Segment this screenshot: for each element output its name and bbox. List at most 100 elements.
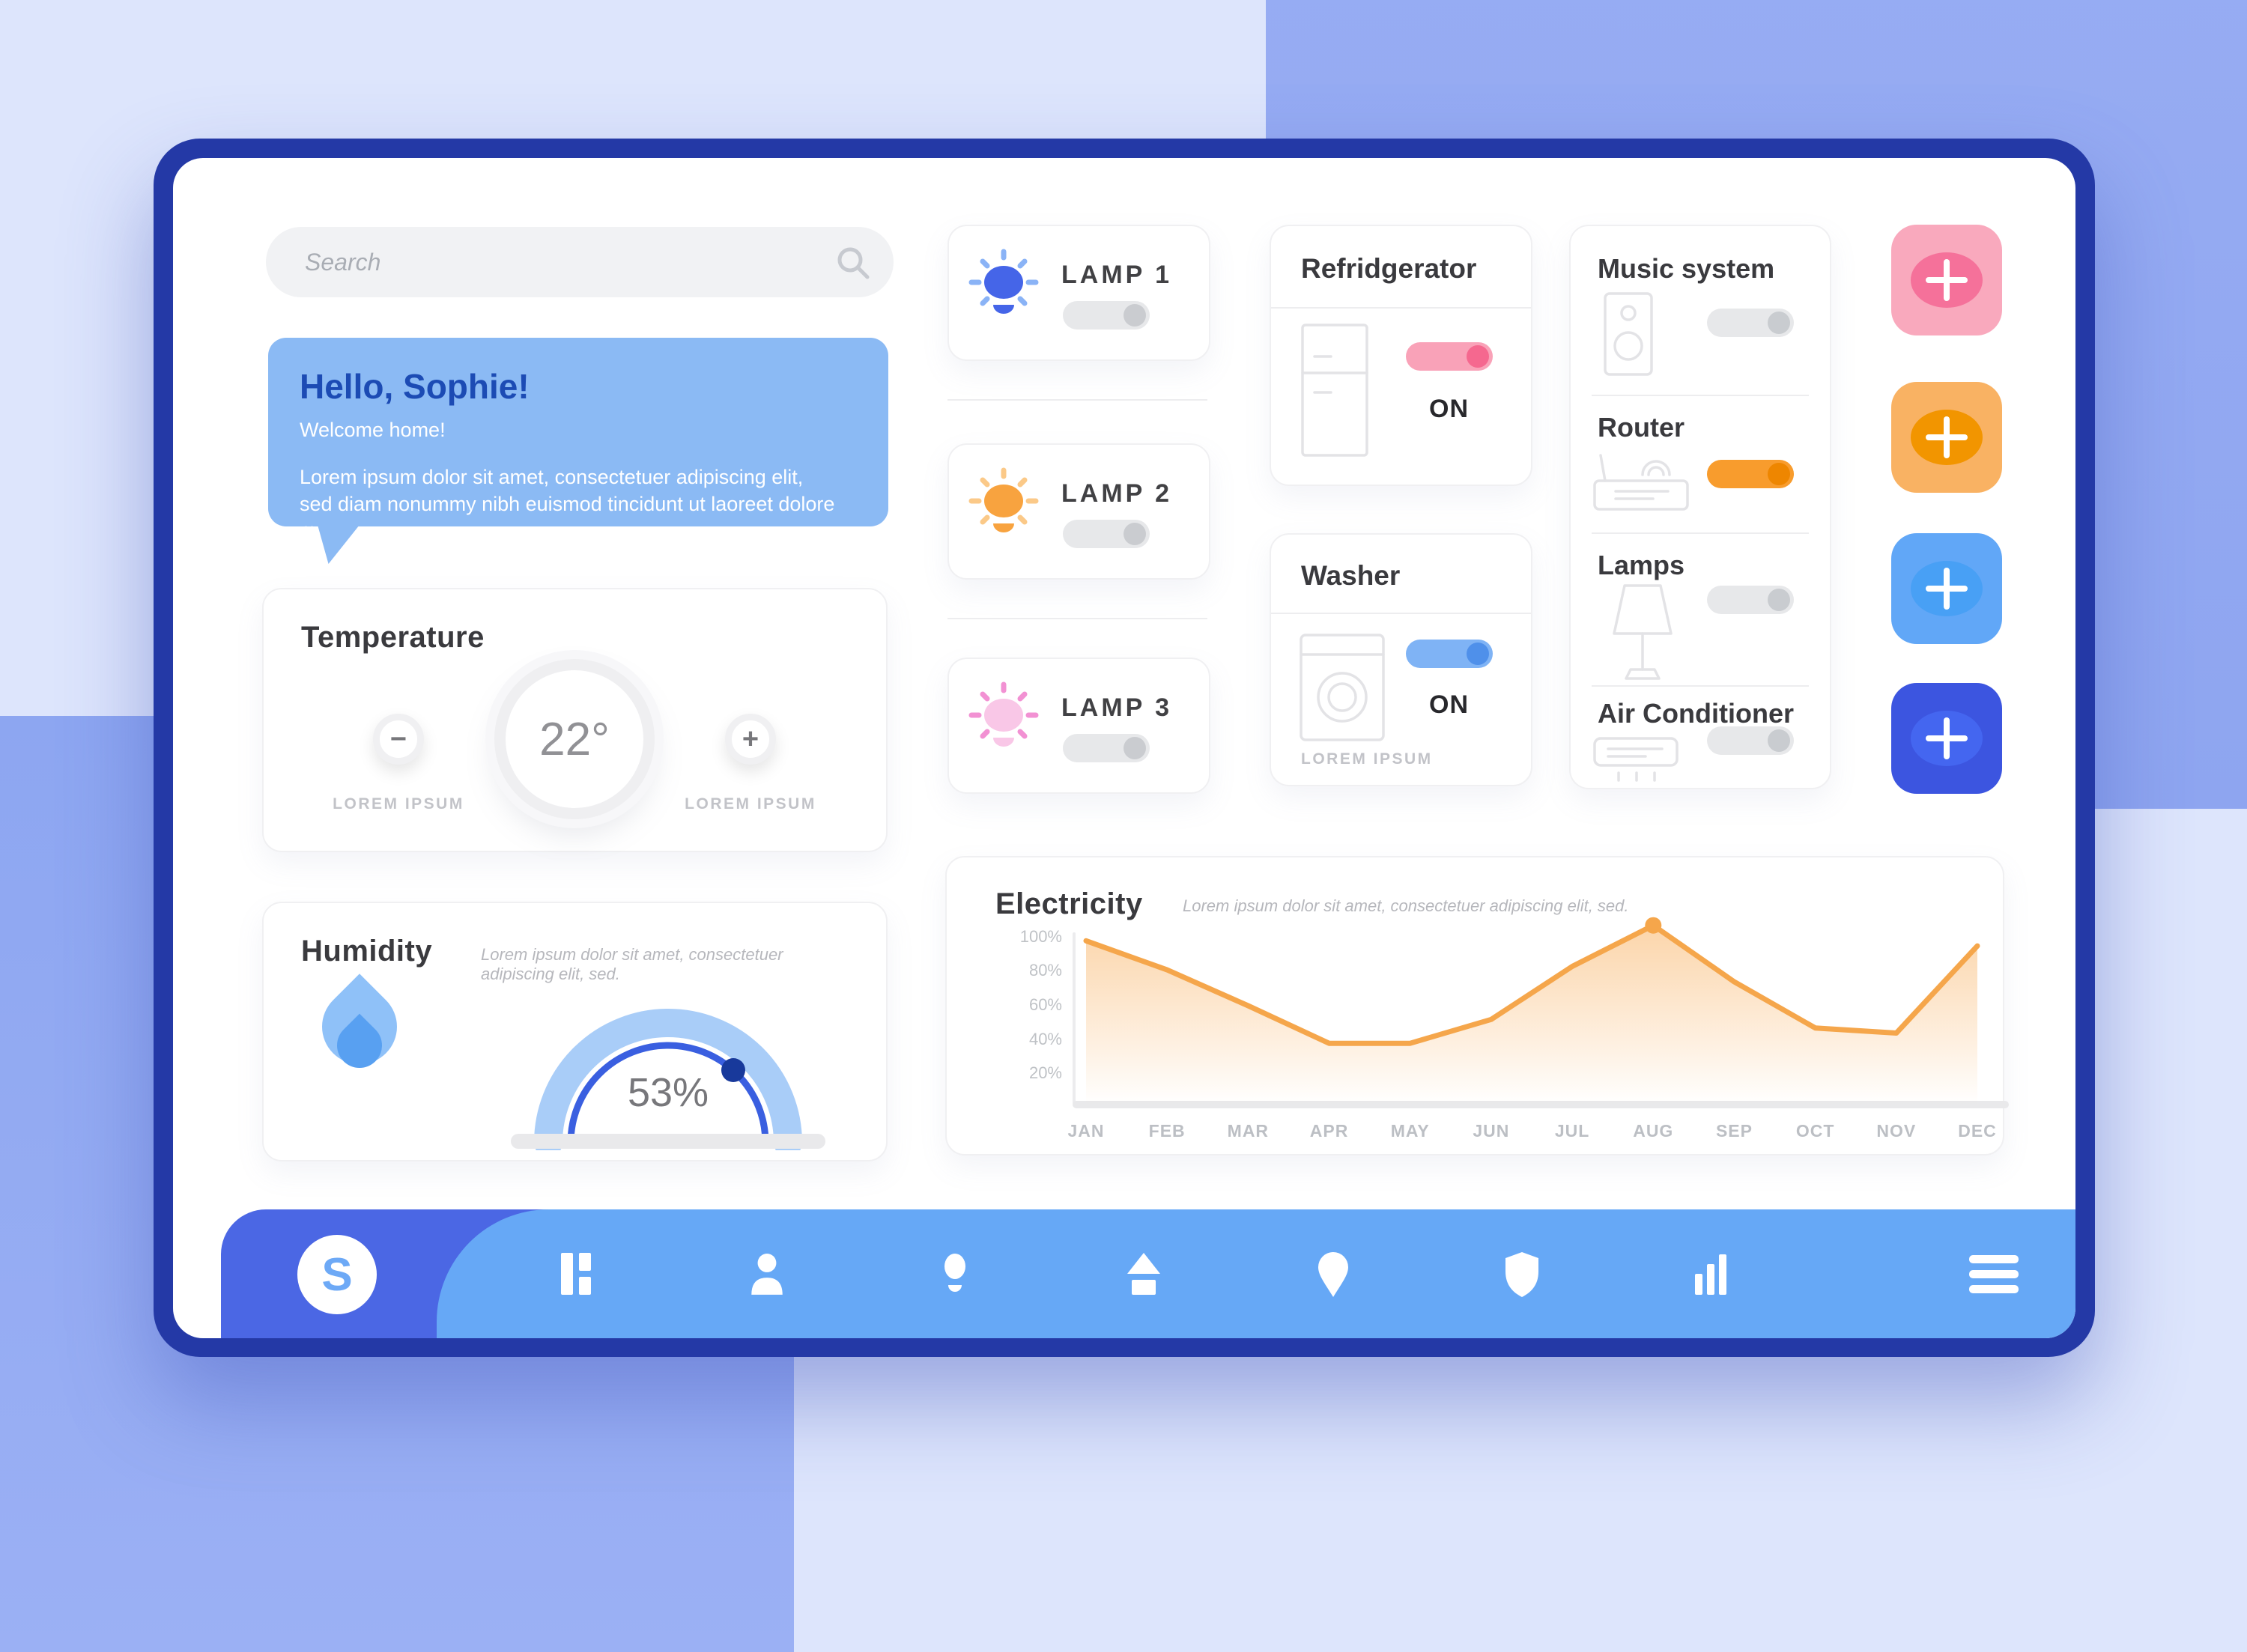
temperature-increase-button[interactable]: + [725, 714, 776, 765]
nav-bar [437, 1209, 2075, 1338]
electricity-card: Electricity Lorem ipsum dolor sit amet, … [945, 856, 2009, 1156]
humidity-title: Humidity [301, 935, 433, 968]
chart-x-tick: APR [1309, 1121, 1349, 1141]
chart-x-tick: JUL [1554, 1121, 1590, 1141]
person-icon [751, 1254, 783, 1295]
search-bar [266, 227, 1015, 297]
refrigerator-toggle[interactable] [1406, 342, 1493, 371]
nav-location-item[interactable] [1307, 1248, 1359, 1301]
lamps-toggle-knob [1768, 589, 1790, 611]
temperature-dial: 22° [494, 659, 655, 819]
electricity-subtitle: Lorem ipsum dolor sit amet, consectetuer… [1183, 896, 1629, 915]
humidity-gauge-knob[interactable] [721, 1058, 745, 1082]
lamp3-toggle[interactable] [1063, 734, 1150, 762]
washer-footnote: LOREM IPSUM [1301, 750, 1433, 768]
washer-toggle[interactable] [1406, 640, 1493, 668]
humidity-subtitle: Lorem ipsum dolor sit amet, consectetuer… [481, 945, 783, 983]
nav-home-item[interactable] [1118, 1248, 1170, 1301]
washer-card: Washer ON LOREM IPSUM [1270, 533, 1532, 786]
plus-icon [1926, 568, 1968, 610]
temperature-decrease-label: LOREM IPSUM [333, 795, 464, 813]
lamp-card-1: LAMP 1 [947, 225, 1210, 361]
lamp-divider-2 [947, 618, 1207, 619]
greeting-card: Hello, Sophie! Welcome home! Lorem ipsum… [268, 338, 888, 541]
bar-chart-icon [1695, 1254, 1726, 1295]
chart-x-tick-labels: JAN FEB MAR APR MAY JUN JUL AUG SEP OCT NOV DEC [1067, 1121, 1995, 1144]
minus-icon: − [389, 723, 407, 755]
nav-stats-item[interactable] [1685, 1248, 1738, 1301]
refrigerator-toggle-knob [1467, 345, 1489, 368]
temperature-title: Temperature [301, 621, 485, 654]
lamp2-toggle-knob [1124, 523, 1146, 545]
speaker-icon [1604, 292, 1653, 376]
electricity-chart [1083, 917, 1980, 1105]
devices-divider-1 [1592, 395, 1809, 396]
lamp2-bulb-icon [968, 467, 1039, 532]
nav-dashboard-item[interactable] [551, 1248, 604, 1301]
temperature-decrease-button[interactable]: − [373, 714, 424, 765]
nav-profile-item[interactable] [741, 1248, 793, 1301]
tablet-frame: Hello, Sophie! Welcome home! Lorem ipsum… [154, 139, 2095, 1357]
chart-y-tick: 20% [1028, 1063, 1062, 1083]
add-device-button-3[interactable] [1891, 533, 2002, 644]
add-device-button-4[interactable] [1891, 683, 2002, 794]
pin-icon [1318, 1252, 1348, 1297]
router-toggle[interactable] [1707, 460, 1794, 488]
router-icon [1593, 454, 1689, 511]
refrigerator-title: Refridgerator [1301, 253, 1477, 284]
refrigerator-card: Refridgerator ON [1270, 225, 1532, 486]
lamp-card-3: LAMP 3 [947, 658, 1210, 794]
app-logo[interactable]: S [297, 1235, 377, 1314]
temperature-value: 22° [539, 713, 610, 765]
refrigerator-icon [1301, 324, 1368, 457]
greeting-title: Hello, Sophie! [300, 367, 530, 406]
lamp1-toggle[interactable] [1063, 301, 1150, 330]
search-input[interactable] [266, 227, 1015, 297]
devices-panel: Music system Router Lamps [1569, 225, 1831, 789]
router-title: Router [1598, 412, 1685, 443]
add-device-button-2[interactable] [1891, 382, 2002, 493]
lamps-title: Lamps [1598, 550, 1685, 580]
lamp3-label: LAMP 3 [1061, 693, 1173, 722]
plus-icon [1926, 717, 1968, 759]
devices-divider-3 [1592, 685, 1809, 687]
refrigerator-status: ON [1429, 395, 1469, 423]
temperature-increase-label: LOREM IPSUM [685, 795, 816, 813]
lamp-divider-1 [947, 399, 1207, 401]
air-conditioner-toggle-knob [1768, 729, 1790, 752]
layout-icon [561, 1253, 591, 1295]
menu-icon [1969, 1255, 2019, 1293]
air-conditioner-toggle[interactable] [1707, 726, 1794, 755]
chart-y-tick: 80% [1028, 961, 1062, 980]
greeting-bubble-tail [318, 525, 360, 564]
chart-x-axis [1073, 1101, 2009, 1108]
chart-y-tick: 100% [1019, 926, 1062, 946]
electricity-title: Electricity [995, 887, 1143, 920]
dashboard-screen: Hello, Sophie! Welcome home! Lorem ipsum… [173, 158, 2075, 1338]
chart-y-axis [1073, 932, 1076, 1105]
plus-icon [1926, 416, 1968, 458]
chart-x-tick: JAN [1067, 1121, 1105, 1141]
nav-menu-item[interactable] [1968, 1248, 2020, 1301]
chart-x-tick: NOV [1876, 1121, 1917, 1141]
app-logo-letter: S [321, 1248, 353, 1301]
chart-x-tick: JUN [1473, 1121, 1510, 1141]
air-conditioner-icon [1593, 737, 1679, 782]
lamp1-label: LAMP 1 [1061, 261, 1173, 289]
refrigerator-divider [1271, 307, 1531, 309]
nav-lights-item[interactable] [929, 1248, 981, 1301]
lamp2-label: LAMP 2 [1061, 479, 1173, 508]
chart-y-tick: 60% [1028, 995, 1062, 1015]
washer-toggle-knob [1467, 643, 1489, 665]
humidity-value: 53% [627, 1070, 709, 1115]
add-device-button-1[interactable] [1891, 225, 2002, 335]
music-system-toggle-knob [1768, 312, 1790, 334]
nav-security-item[interactable] [1496, 1248, 1548, 1301]
music-system-toggle[interactable] [1707, 309, 1794, 337]
humidity-gauge [511, 1009, 825, 1150]
chart-x-tick: SEP [1715, 1121, 1753, 1141]
lamps-toggle[interactable] [1707, 586, 1794, 614]
lamp2-toggle[interactable] [1063, 520, 1150, 548]
air-conditioner-title: Air Conditioner [1598, 698, 1794, 729]
lamp-card-2: LAMP 2 [947, 443, 1210, 580]
